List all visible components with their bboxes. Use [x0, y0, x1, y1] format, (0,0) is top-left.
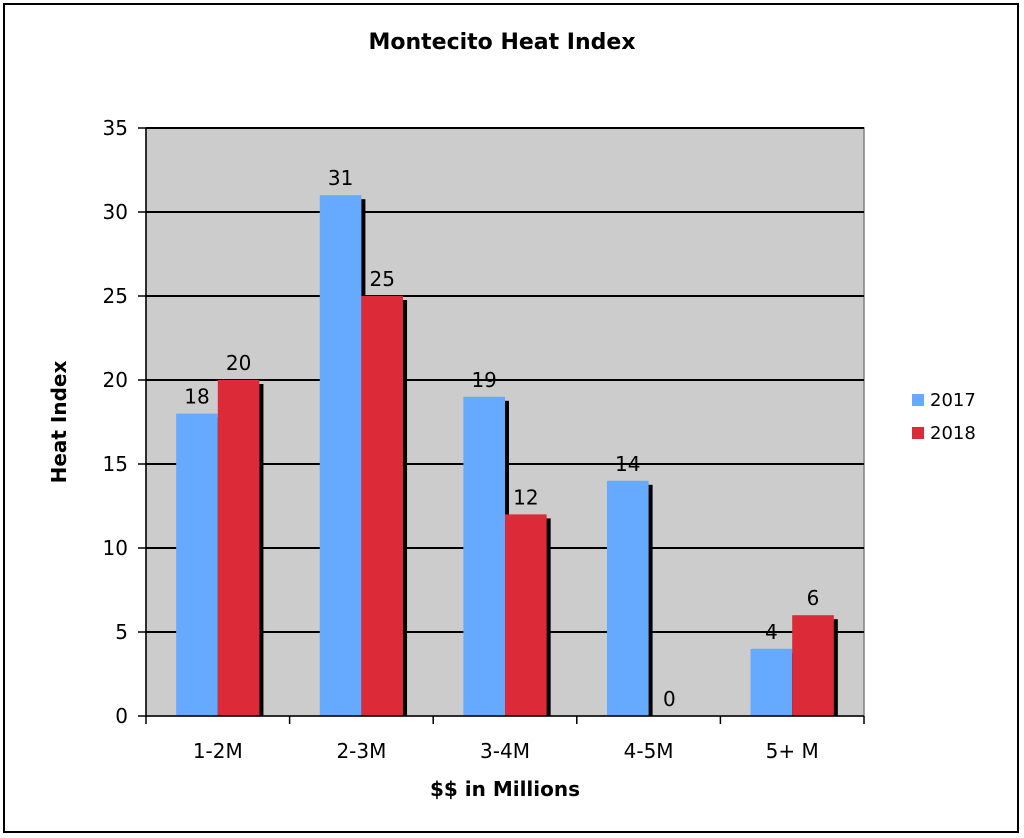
bar-2018 [217, 380, 260, 716]
data-label: 12 [513, 485, 538, 509]
bars [176, 195, 838, 716]
bar-2017 [750, 648, 793, 716]
bar-2018 [505, 514, 547, 716]
legend-swatch-2018 [912, 427, 924, 439]
x-axis-label: $$ in Millions [430, 777, 580, 801]
y-axis-label: Heat Index [47, 361, 71, 484]
x-tick-label: 3-4M [480, 739, 530, 763]
y-tick-label: 10 [103, 536, 128, 560]
bar-2018 [792, 615, 834, 716]
y-tick-label: 25 [103, 284, 128, 308]
legend-label: 2017 [930, 390, 976, 411]
bar-2017 [463, 396, 505, 716]
data-label: 14 [615, 452, 640, 476]
chart-title: Montecito Heat Index [368, 30, 636, 55]
y-tick-labels: 0 5 10 15 20 25 30 35 [103, 116, 128, 728]
data-label: 18 [184, 385, 209, 409]
data-label: 25 [369, 267, 394, 291]
data-label: 31 [328, 166, 353, 190]
y-tick-label: 20 [103, 368, 128, 392]
x-tick-label: 4-5M [624, 739, 674, 763]
y-tick-label: 0 [115, 704, 128, 728]
legend: 2017 2018 [912, 390, 976, 444]
x-tick-label: 1-2M [193, 739, 243, 763]
data-label: 6 [807, 586, 820, 610]
bar-2017 [319, 195, 362, 716]
y-tick-label: 35 [103, 116, 128, 140]
axes [138, 127, 865, 724]
y-tick-label: 30 [103, 200, 128, 224]
y-tick-label: 15 [103, 452, 128, 476]
data-labels: 18 31 19 14 4 20 25 12 0 6 [184, 166, 819, 711]
data-label: 19 [471, 368, 496, 392]
y-tick-label: 5 [115, 620, 128, 644]
legend-swatch-2017 [912, 394, 924, 406]
bar-2017 [176, 413, 218, 716]
x-tick-label: 2-3M [336, 739, 386, 763]
data-label: 0 [663, 687, 676, 711]
legend-label: 2018 [930, 423, 976, 444]
data-label: 4 [765, 620, 778, 644]
bar-2018 [361, 296, 404, 716]
bar-2017 [606, 480, 649, 716]
x-tick-labels: 1-2M 2-3M 3-4M 4-5M 5+ M [193, 739, 819, 763]
x-tick-label: 5+ M [766, 739, 819, 763]
data-label: 20 [226, 351, 251, 375]
